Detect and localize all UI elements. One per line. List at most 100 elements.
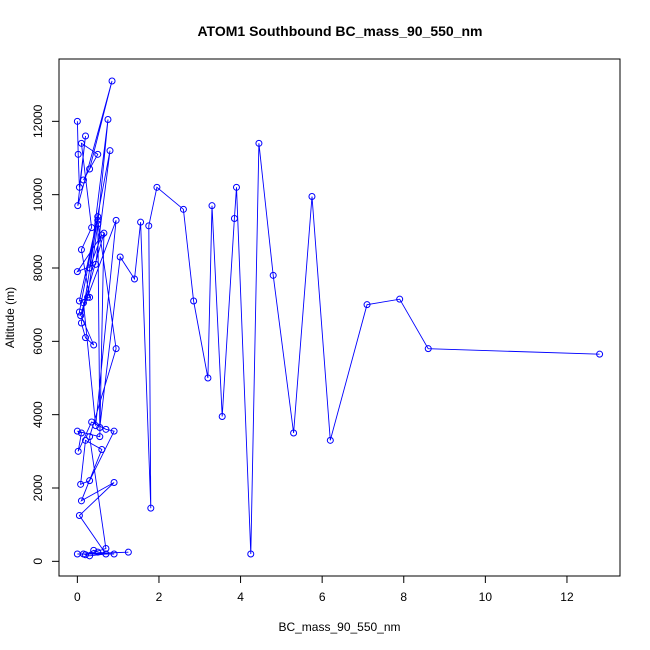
data-point <box>75 512 83 519</box>
data-point <box>82 436 90 444</box>
data-point <box>112 216 120 224</box>
data-point <box>86 293 94 301</box>
data-point <box>255 139 263 147</box>
data-point <box>77 429 85 437</box>
data-point <box>112 345 120 353</box>
x-tick-label: 6 <box>319 590 326 604</box>
data-point <box>98 231 106 239</box>
data-point <box>86 165 94 173</box>
data-point <box>94 216 102 224</box>
data-point <box>79 299 87 307</box>
y-axis-label: Altitude (m) <box>3 287 17 348</box>
data-point <box>86 264 94 272</box>
data-point <box>77 312 85 320</box>
data-point <box>88 418 96 426</box>
y-tick-label: 4000 <box>31 401 45 428</box>
chart-title: ATOM1 Southbound BC_mass_90_550_nm <box>197 23 482 39</box>
y-tick-label: 6000 <box>31 328 45 355</box>
data-point <box>90 341 98 349</box>
data-point <box>124 548 132 556</box>
y-tick-label: 8000 <box>31 254 45 281</box>
data-point <box>96 433 104 441</box>
data-point <box>98 446 106 453</box>
data-point <box>82 551 90 559</box>
data-point <box>247 550 255 558</box>
data-point <box>396 295 404 303</box>
data-point <box>190 297 198 305</box>
x-axis: 0 2 4 6 8 10 12 <box>74 575 574 604</box>
data-point <box>74 150 82 158</box>
data-point <box>77 246 85 254</box>
data-point <box>74 447 82 455</box>
data-point <box>92 260 100 268</box>
data-point <box>88 224 96 232</box>
y-axis: 0 2000 4000 6000 8000 10000 12000 <box>31 104 60 565</box>
data-point <box>94 150 102 158</box>
data-point <box>82 132 90 140</box>
data-point <box>94 220 102 228</box>
data-point <box>110 550 118 558</box>
data-point <box>363 301 371 309</box>
data-point <box>130 275 138 283</box>
data-point <box>290 429 298 437</box>
data-point <box>94 548 102 556</box>
data-point <box>179 205 187 213</box>
data-point <box>116 253 124 261</box>
data-point <box>100 229 108 237</box>
data-point <box>218 413 226 420</box>
data-point <box>86 477 94 485</box>
x-tick-label: 4 <box>237 590 244 604</box>
x-tick-label: 10 <box>479 590 493 604</box>
x-axis-label: BC_mass_90_550_nm <box>278 620 400 634</box>
x-tick-label: 8 <box>400 590 407 604</box>
data-point <box>73 117 81 125</box>
data-point <box>102 545 110 552</box>
data-point <box>326 436 334 444</box>
data-point <box>308 193 316 200</box>
data-point <box>75 297 83 305</box>
data-point <box>110 479 118 486</box>
data-point <box>77 139 85 147</box>
data-point <box>269 271 277 279</box>
y-tick-label: 12000 <box>31 104 45 138</box>
data-point <box>75 183 83 191</box>
data-point <box>230 215 238 222</box>
x-tick-label: 12 <box>560 590 574 604</box>
data-point <box>110 427 118 435</box>
data-point <box>79 176 87 184</box>
data-point <box>153 183 161 191</box>
data-point <box>73 268 81 276</box>
data-point <box>86 433 94 441</box>
data-point <box>204 374 212 382</box>
data-point <box>102 425 110 433</box>
data-point <box>208 202 216 210</box>
data-point <box>77 497 85 505</box>
x-tick-label: 0 <box>74 590 81 604</box>
data-point <box>232 183 240 191</box>
x-tick-label: 2 <box>156 590 163 604</box>
data-point <box>82 334 90 342</box>
data-point <box>92 422 100 430</box>
data-point <box>77 319 85 327</box>
data-point <box>75 308 83 316</box>
data-point <box>94 213 102 221</box>
data-point <box>424 345 432 353</box>
data-point <box>104 116 112 123</box>
data-point <box>108 77 116 85</box>
data-point <box>106 147 114 155</box>
series-line <box>76 80 600 557</box>
data-point <box>86 552 94 560</box>
y-tick-label: 10000 <box>31 178 45 212</box>
data-point <box>77 480 85 488</box>
data-point <box>84 293 92 301</box>
y-tick-label: 0 <box>31 558 45 565</box>
data-point <box>137 218 145 226</box>
y-tick-label: 2000 <box>31 474 45 501</box>
data-point <box>73 550 81 558</box>
data-point <box>74 202 82 210</box>
plot-frame <box>58 58 621 577</box>
data-point <box>90 546 98 554</box>
data-point <box>145 222 153 230</box>
data-point <box>73 427 81 435</box>
